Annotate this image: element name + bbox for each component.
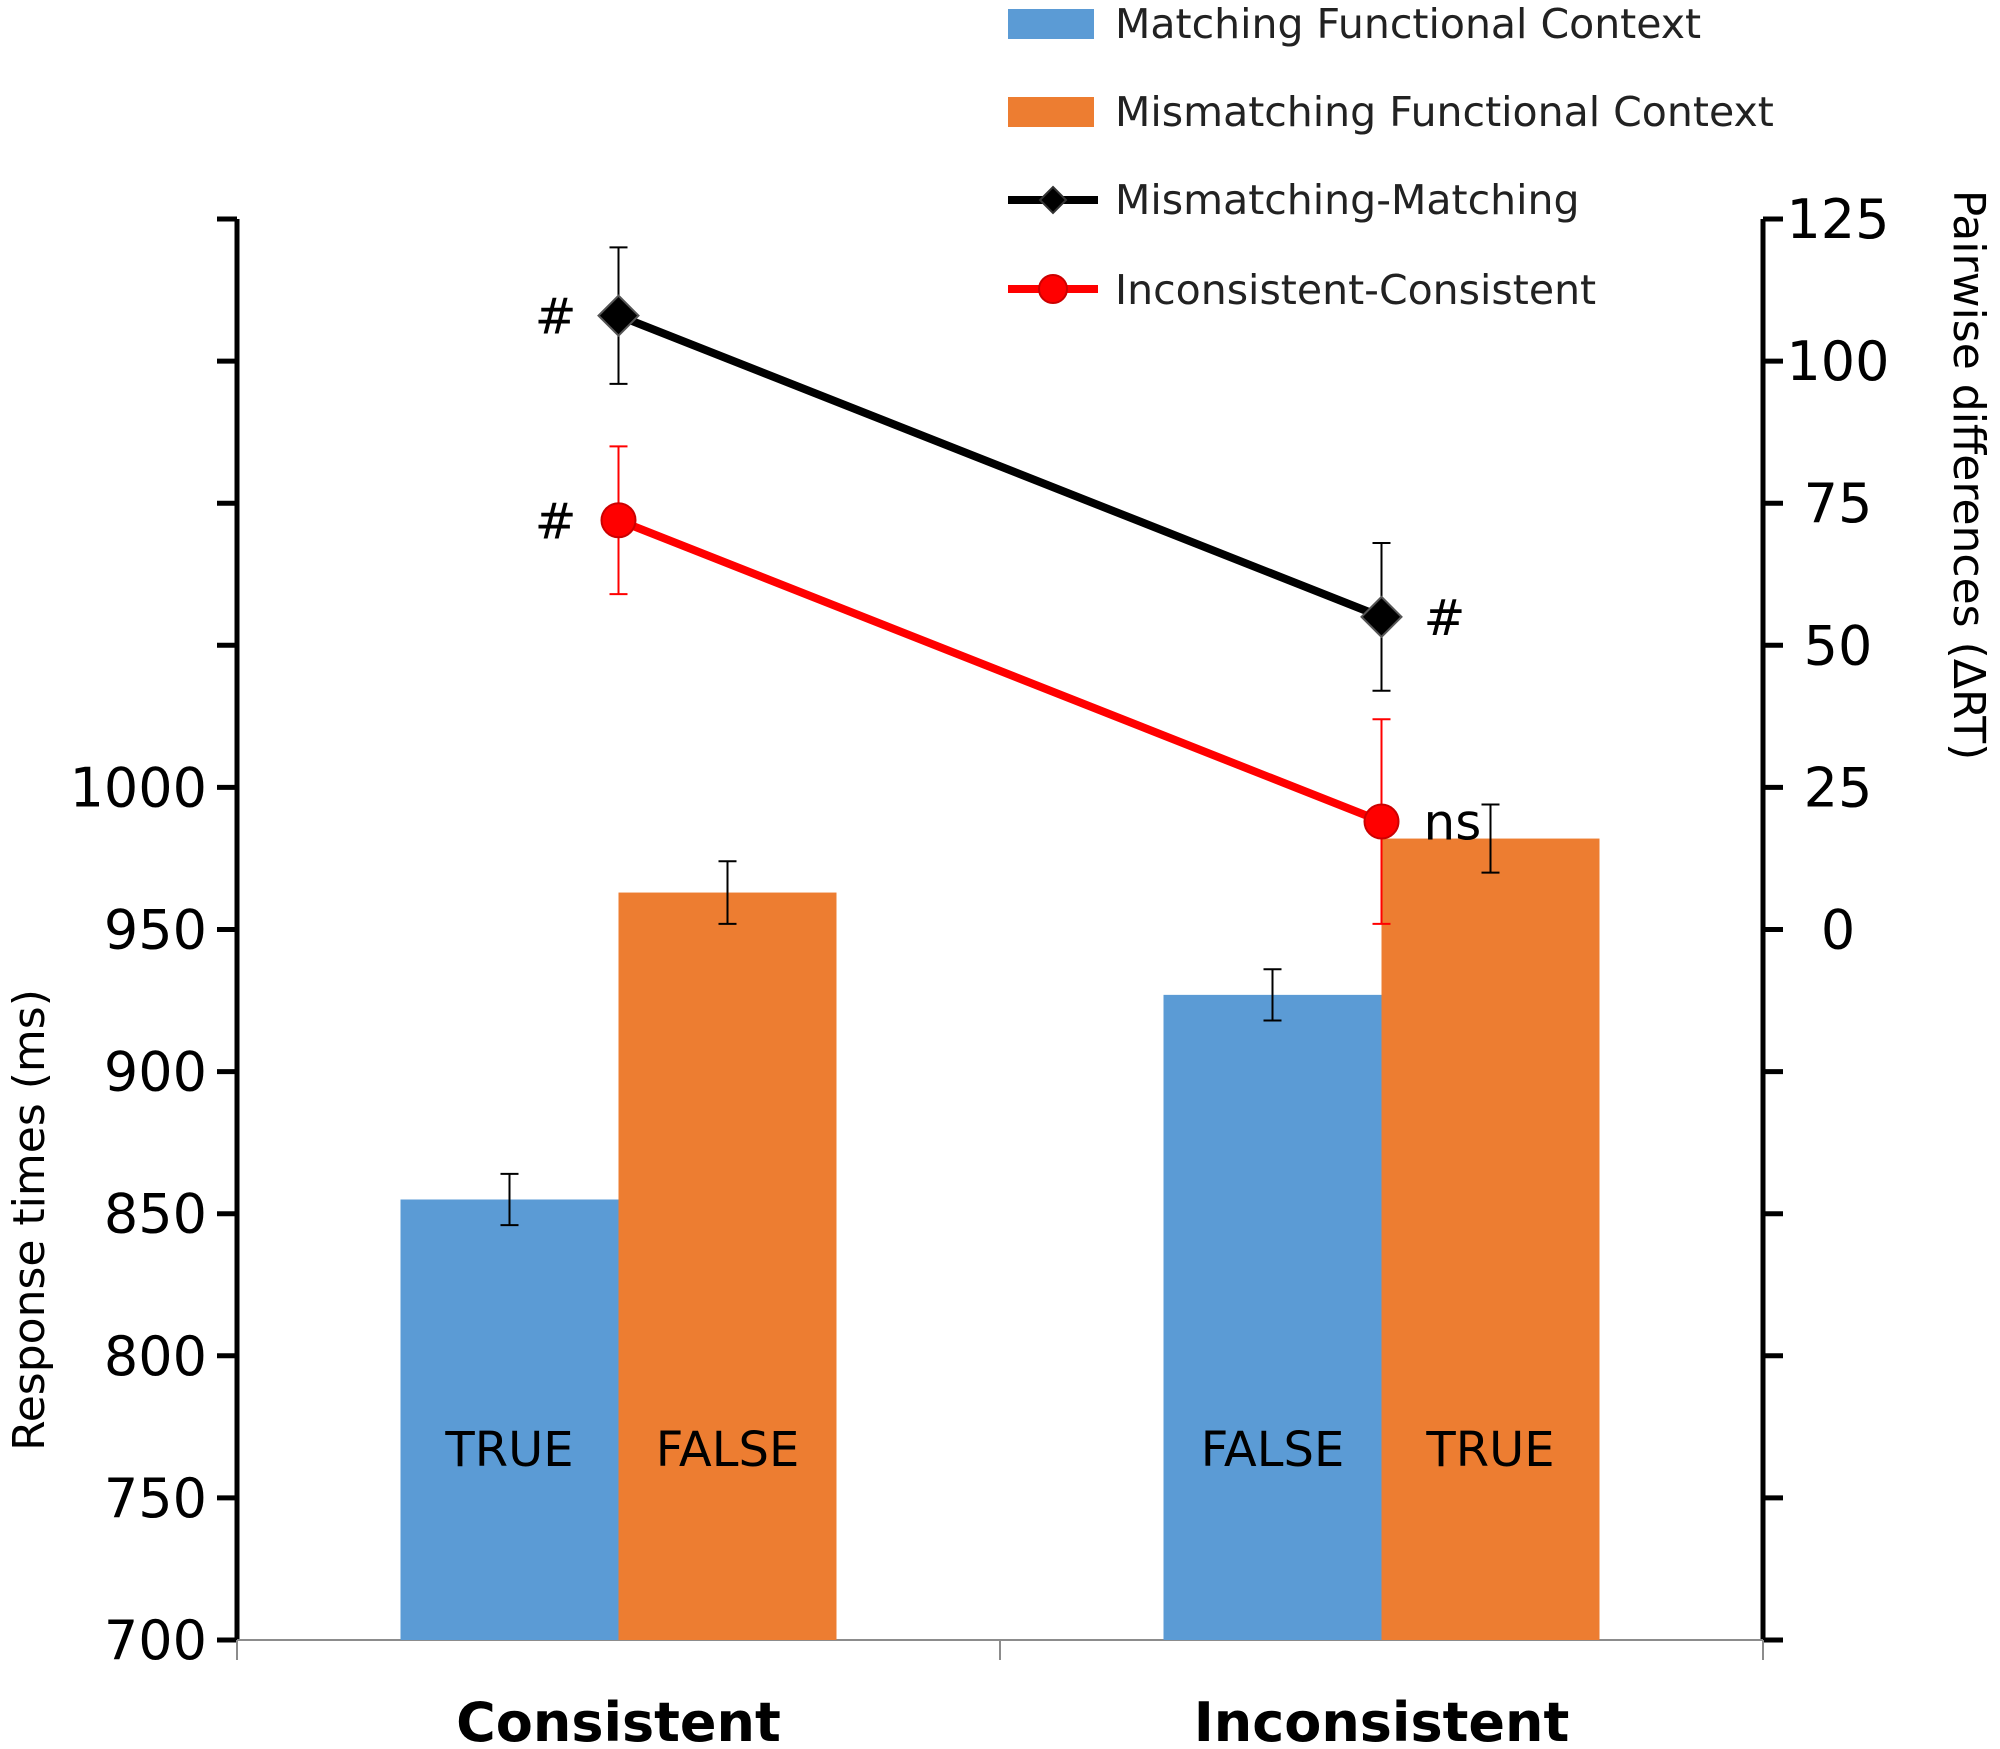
bars: TRUE FALSE FALSE TRUE (400, 803, 1600, 1640)
difference-line (617, 311, 1383, 621)
bar-label: FALSE (656, 1422, 800, 1478)
legend-swatch-mismatching (1008, 97, 1094, 127)
legend-label-inconsistent-consistent: Inconsistent-Consistent (1115, 266, 1596, 314)
right-tick-label: 0 (1821, 899, 1855, 962)
significance-label: ns (1424, 794, 1482, 852)
difference-line (617, 516, 1383, 826)
significance-label: # (535, 288, 577, 346)
category-label: Inconsistent (1194, 1691, 1570, 1749)
legend: Matching Functional Context Mismatching … (1008, 0, 1774, 314)
significance-label: # (535, 492, 577, 550)
category-label: Consistent (456, 1691, 781, 1749)
right-tick-label: 125 (1786, 188, 1889, 251)
legend-label-matching: Matching Functional Context (1115, 0, 1701, 48)
bar (618, 892, 837, 1640)
circle-marker (600, 502, 637, 539)
diamond-marker (597, 294, 640, 338)
bar (1381, 838, 1600, 1640)
right-tick-label: 75 (1804, 472, 1873, 535)
bar (400, 1199, 619, 1640)
legend-marker-diamond (1038, 185, 1068, 215)
x-axis: Consistent Inconsistent (236, 1639, 1764, 1749)
right-tick-label: 50 (1804, 614, 1873, 677)
significance-label: # (1424, 589, 1466, 647)
left-tick-label: 850 (104, 1183, 207, 1246)
bar-label: TRUE (444, 1422, 573, 1478)
difference-lines: # # # ns (535, 246, 1482, 925)
bar-label: FALSE (1201, 1422, 1345, 1478)
bar (1163, 994, 1382, 1640)
left-y-axis: 700 750 800 850 900 950 1000 (70, 216, 240, 1672)
left-tick-label: 700 (104, 1609, 207, 1672)
legend-label-mismatching-matching: Mismatching-Matching (1115, 176, 1580, 224)
right-y-axis: 0 25 50 75 100 125 (1760, 188, 1890, 1643)
left-tick-label: 1000 (70, 756, 207, 819)
bar-label: TRUE (1425, 1422, 1554, 1478)
left-axis-title: Response times (ms) (4, 989, 55, 1451)
diamond-marker (1360, 595, 1403, 639)
left-tick-label: 750 (104, 1467, 207, 1530)
legend-marker-circle (1038, 274, 1068, 304)
legend-label-mismatching: Mismatching Functional Context (1115, 88, 1774, 136)
right-axis-title: Pairwise differences (ΔRT) (1943, 190, 1994, 761)
left-tick-label: 950 (104, 899, 207, 962)
right-tick-label: 100 (1786, 330, 1889, 393)
right-tick-label: 25 (1804, 756, 1873, 819)
circle-marker (1363, 803, 1400, 840)
left-tick-label: 800 (104, 1325, 207, 1388)
left-tick-label: 900 (104, 1041, 207, 1104)
legend-swatch-matching (1008, 9, 1094, 39)
